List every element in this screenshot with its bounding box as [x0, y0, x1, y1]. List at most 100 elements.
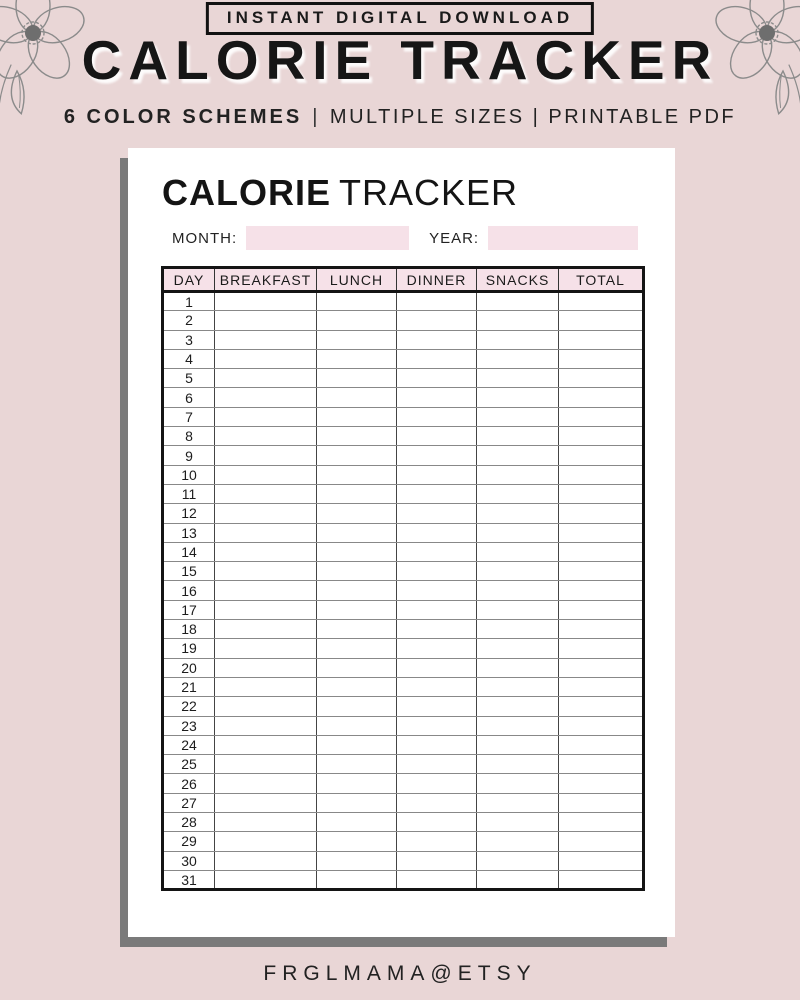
entry-cell	[558, 831, 644, 852]
month-field	[246, 226, 410, 250]
entry-cell	[476, 850, 559, 871]
entry-cell	[214, 831, 317, 852]
entry-cell	[476, 715, 559, 736]
day-row: 20	[162, 657, 644, 678]
day-row: 14	[162, 541, 644, 563]
entry-cell	[214, 310, 317, 331]
entry-cell	[558, 619, 644, 640]
day-row: 26	[162, 773, 644, 794]
entry-cell	[476, 445, 559, 466]
entry-cell	[316, 483, 397, 505]
entry-cell	[316, 850, 397, 871]
day-row: 3	[162, 329, 644, 350]
entry-cell	[476, 812, 559, 833]
entry-cell	[396, 638, 477, 659]
entry-cell	[558, 522, 644, 543]
entry-cell	[476, 792, 559, 814]
entry-cell	[396, 734, 477, 756]
day-number-cell: 15	[162, 561, 215, 582]
entry-cell	[476, 522, 559, 543]
entry-cell	[214, 541, 317, 563]
day-number-cell: 7	[162, 406, 215, 428]
entry-cell	[214, 657, 317, 678]
entry-cell	[476, 464, 559, 485]
day-row: 7	[162, 406, 644, 428]
entry-cell	[214, 715, 317, 736]
column-header: BREAKFAST	[214, 267, 317, 293]
day-number-cell: 28	[162, 812, 215, 833]
day-number-cell: 20	[162, 657, 215, 678]
entry-cell	[316, 696, 397, 717]
entry-cell	[558, 657, 644, 678]
entry-cell	[558, 483, 644, 505]
entry-cell	[558, 464, 644, 485]
entry-cell	[316, 290, 397, 312]
entry-cell	[214, 290, 317, 312]
day-number-cell: 4	[162, 348, 215, 370]
entry-cell	[214, 773, 317, 794]
day-number-cell: 22	[162, 696, 215, 717]
column-header: SNACKS	[476, 267, 559, 293]
entry-cell	[396, 387, 477, 408]
entry-cell	[316, 676, 397, 698]
entry-cell	[316, 387, 397, 408]
entry-cell	[316, 464, 397, 485]
entry-cell	[396, 503, 477, 524]
entry-cell	[396, 657, 477, 678]
entry-cell	[558, 869, 644, 891]
entry-cell	[316, 734, 397, 756]
entry-cell	[558, 541, 644, 563]
entry-cell	[316, 599, 397, 621]
day-row: 22	[162, 696, 644, 717]
entry-cell	[316, 754, 397, 775]
entry-cell	[214, 522, 317, 543]
day-number-cell: 26	[162, 773, 215, 794]
entry-cell	[476, 290, 559, 312]
entry-cell	[316, 561, 397, 582]
entry-cell	[476, 619, 559, 640]
day-row: 23	[162, 715, 644, 736]
subtitle: 6 COLOR SCHEMES | MULTIPLE SIZES | PRINTAB…	[0, 106, 800, 129]
day-number-cell: 19	[162, 638, 215, 659]
entry-cell	[558, 812, 644, 833]
entry-cell	[558, 290, 644, 312]
day-number-cell: 16	[162, 580, 215, 601]
day-number-cell: 14	[162, 541, 215, 563]
entry-cell	[316, 773, 397, 794]
entry-cell	[396, 619, 477, 640]
day-number-cell: 8	[162, 426, 215, 447]
entry-cell	[476, 580, 559, 601]
entry-cell	[558, 561, 644, 582]
entry-cell	[316, 638, 397, 659]
day-row: 21	[162, 676, 644, 698]
entry-cell	[396, 831, 477, 852]
entry-cell	[396, 522, 477, 543]
entry-cell	[396, 561, 477, 582]
column-header: DAY	[162, 267, 215, 293]
entry-cell	[558, 445, 644, 466]
entry-cell	[396, 406, 477, 428]
entry-cell	[214, 483, 317, 505]
entry-cell	[476, 406, 559, 428]
day-number-cell: 18	[162, 619, 215, 640]
table-body: 1 2 3 4 5 6 7 8 9 10 11 12 13 14 15 16 17 18 19 20 21 22 23 24 2…	[162, 290, 644, 891]
entry-cell	[476, 483, 559, 505]
day-number-cell: 11	[162, 483, 215, 505]
entry-cell	[214, 869, 317, 891]
entry-cell	[316, 792, 397, 814]
day-number-cell: 9	[162, 445, 215, 466]
day-number-cell: 2	[162, 310, 215, 331]
entry-cell	[558, 599, 644, 621]
entry-cell	[396, 464, 477, 485]
day-row: 28	[162, 812, 644, 833]
entry-cell	[476, 329, 559, 350]
entry-cell	[214, 599, 317, 621]
entry-cell	[214, 561, 317, 582]
entry-cell	[214, 734, 317, 756]
entry-cell	[396, 580, 477, 601]
entry-cell	[476, 310, 559, 331]
entry-cell	[214, 368, 317, 389]
entry-cell	[396, 541, 477, 563]
